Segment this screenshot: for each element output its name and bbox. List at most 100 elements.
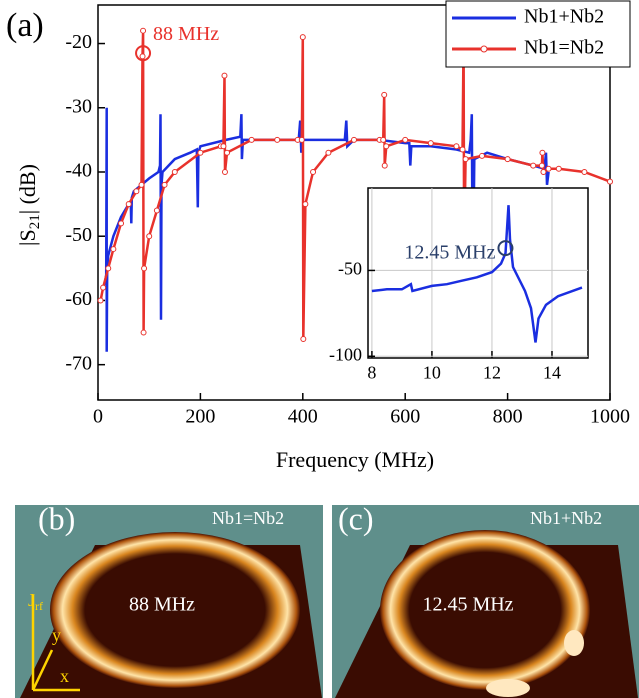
series-line bbox=[371, 205, 583, 343]
point-marker bbox=[118, 220, 125, 227]
annotation: 88 MHz bbox=[153, 23, 219, 45]
point-marker bbox=[298, 136, 305, 143]
point-marker bbox=[540, 168, 547, 175]
point-marker bbox=[197, 149, 204, 156]
x-tick-label: 1000 bbox=[590, 406, 630, 428]
frequency-label: 88 MHz bbox=[129, 594, 195, 616]
y-tick-label: -30 bbox=[65, 95, 92, 117]
point-marker bbox=[100, 284, 107, 291]
point-marker bbox=[459, 146, 466, 153]
series-line bbox=[99, 30, 611, 340]
y-label-part: | (dB) bbox=[15, 164, 40, 214]
legend-box bbox=[445, 0, 631, 68]
axis-glyph: y bbox=[52, 625, 61, 645]
y-tick-label: -50 bbox=[338, 259, 362, 279]
point-marker bbox=[555, 165, 562, 172]
point-marker bbox=[105, 265, 112, 272]
panel-b: (b) Nb1=Nb2 88 MHz Jrf y x bbox=[15, 500, 323, 698]
point-marker bbox=[538, 162, 545, 169]
y-label-part: |S bbox=[15, 229, 40, 246]
annotation-circle bbox=[135, 45, 152, 62]
point-marker bbox=[171, 168, 178, 175]
y-tick-label: -100 bbox=[329, 344, 362, 364]
plot-area bbox=[367, 187, 589, 359]
point-marker bbox=[539, 149, 546, 156]
point-marker bbox=[325, 149, 332, 156]
point-marker bbox=[381, 91, 388, 98]
panel-c: (c) Nb1+Nb2 12.45 MHz bbox=[332, 500, 639, 698]
point-marker bbox=[299, 34, 306, 41]
point-marker bbox=[139, 53, 146, 60]
axis-glyph-sub: rf bbox=[35, 599, 43, 613]
point-marker bbox=[453, 143, 460, 150]
mode-label: Nb1+Nb2 bbox=[530, 508, 602, 528]
point-marker bbox=[141, 265, 148, 272]
x-tick-label: 10 bbox=[423, 362, 441, 382]
point-marker bbox=[224, 149, 231, 156]
y-tick-label: -50 bbox=[65, 224, 92, 246]
x-tick-label: 12 bbox=[483, 362, 501, 382]
frequency-label: 12.45 MHz bbox=[422, 594, 513, 616]
y-axis-label: |S21| (dB) bbox=[15, 164, 43, 246]
point-marker bbox=[504, 156, 511, 163]
point-marker bbox=[110, 246, 117, 253]
x-tick-label: 600 bbox=[390, 406, 420, 428]
hot-spot bbox=[486, 679, 530, 697]
point-marker bbox=[300, 335, 307, 342]
point-marker bbox=[479, 152, 485, 159]
x-tick-label: 8 bbox=[367, 362, 376, 382]
point-marker bbox=[427, 140, 434, 147]
legend: Nb1+Nb2 Nb1=Nb2 bbox=[445, 0, 631, 68]
y-tick-label: -60 bbox=[65, 288, 92, 310]
point-marker bbox=[220, 143, 227, 150]
point-marker bbox=[138, 181, 145, 188]
point-marker bbox=[221, 72, 228, 79]
ring bbox=[380, 530, 590, 690]
axis-glyph-j: J bbox=[28, 590, 35, 610]
point-marker bbox=[530, 162, 537, 169]
panel-label: (b) bbox=[38, 500, 75, 536]
y-tick-label: -40 bbox=[65, 160, 92, 182]
point-marker bbox=[97, 297, 104, 304]
point-marker bbox=[133, 188, 140, 195]
annotation-circle bbox=[497, 240, 514, 257]
point-marker bbox=[248, 136, 255, 143]
ring bbox=[50, 532, 300, 688]
point-marker bbox=[402, 136, 409, 143]
point-marker bbox=[351, 136, 357, 143]
y-tick-label: -20 bbox=[65, 31, 92, 53]
panel-label: (c) bbox=[338, 500, 374, 536]
point-marker bbox=[462, 156, 469, 163]
point-marker bbox=[153, 207, 160, 214]
mode-label: Nb1=Nb2 bbox=[212, 508, 284, 528]
point-marker bbox=[140, 27, 147, 34]
point-marker bbox=[125, 201, 132, 208]
point-marker bbox=[545, 165, 552, 172]
legend-label: Nb1+Nb2 bbox=[524, 6, 604, 28]
annotation: 12.45 MHz bbox=[404, 242, 495, 264]
hot-spot bbox=[564, 630, 584, 656]
x-tick-label: 200 bbox=[185, 406, 215, 428]
x-tick-label: 800 bbox=[493, 406, 523, 428]
point-marker bbox=[302, 201, 309, 208]
x-tick-label: 14 bbox=[543, 362, 561, 382]
axis-glyph: x bbox=[60, 666, 69, 686]
point-marker bbox=[581, 168, 588, 175]
point-marker bbox=[383, 143, 390, 150]
point-marker bbox=[381, 162, 388, 169]
point-marker bbox=[274, 136, 281, 143]
point-marker bbox=[310, 168, 317, 175]
x-tick-label: 400 bbox=[288, 406, 318, 428]
point-marker bbox=[221, 168, 228, 175]
point-marker bbox=[140, 329, 147, 336]
panel-label: (a) bbox=[6, 7, 44, 44]
point-marker bbox=[161, 181, 168, 188]
legend-label: Nb1=Nb2 bbox=[524, 37, 604, 59]
y-label-sub: 21 bbox=[27, 214, 43, 229]
x-axis-label: Frequency (MHz) bbox=[276, 447, 434, 472]
point-marker bbox=[146, 233, 153, 240]
point-marker bbox=[380, 136, 387, 143]
legend-marker bbox=[480, 45, 488, 53]
plot-area bbox=[97, 4, 611, 401]
